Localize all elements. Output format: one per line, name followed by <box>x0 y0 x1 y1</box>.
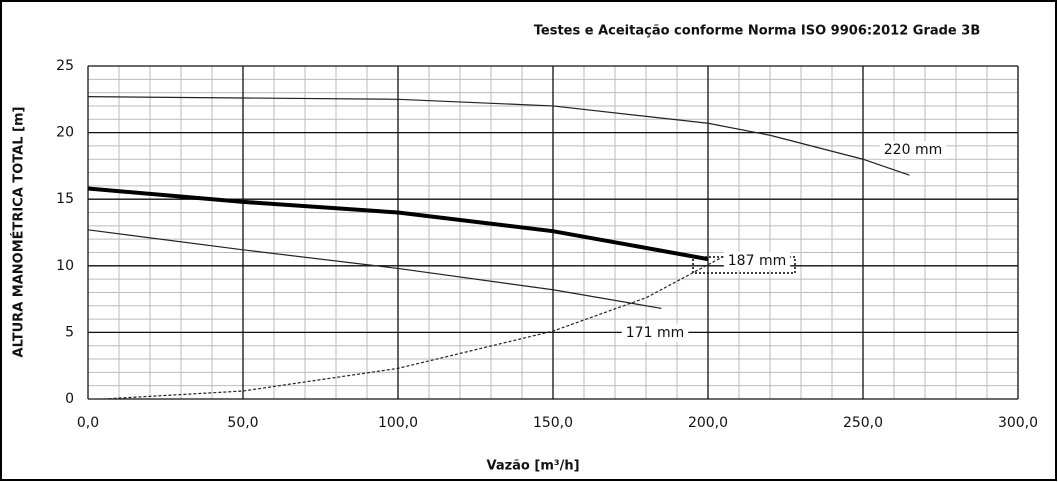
highlight-box <box>692 256 796 274</box>
y-axis-label: ALTURA MANOMÉTRICA TOTAL [m] <box>11 107 27 358</box>
y-tick-label: 25 <box>56 58 74 74</box>
x-tick-label: 150,0 <box>533 415 573 431</box>
y-tick-label: 0 <box>65 391 74 407</box>
x-tick-label: 0,0 <box>77 415 99 431</box>
x-tick-label: 200,0 <box>688 415 728 431</box>
series-line <box>87 229 662 310</box>
series-label: 187 mm <box>728 253 786 269</box>
y-tick-label: 10 <box>56 258 74 274</box>
chart-title: Testes e Aceitação conforme Norma ISO 99… <box>534 24 980 39</box>
x-axis-label: Vazão [m³/h] <box>486 459 579 474</box>
x-tick-label: 300,0 <box>998 415 1038 431</box>
series-line <box>87 186 709 262</box>
series-line <box>87 96 910 176</box>
series-label-bg <box>621 324 689 342</box>
x-tick-label: 50,0 <box>227 415 258 431</box>
y-tick-label: 15 <box>56 191 74 207</box>
series-label: 171 mm <box>626 325 684 341</box>
series-label-bg <box>879 141 947 159</box>
series-label: 220 mm <box>884 142 942 158</box>
y-tick-label: 20 <box>56 125 74 141</box>
series-label-bg <box>723 252 791 270</box>
x-tick-label: 250,0 <box>843 415 883 431</box>
y-tick-label: 5 <box>65 324 74 340</box>
x-tick-label: 100,0 <box>378 415 418 431</box>
series-line <box>103 255 724 400</box>
